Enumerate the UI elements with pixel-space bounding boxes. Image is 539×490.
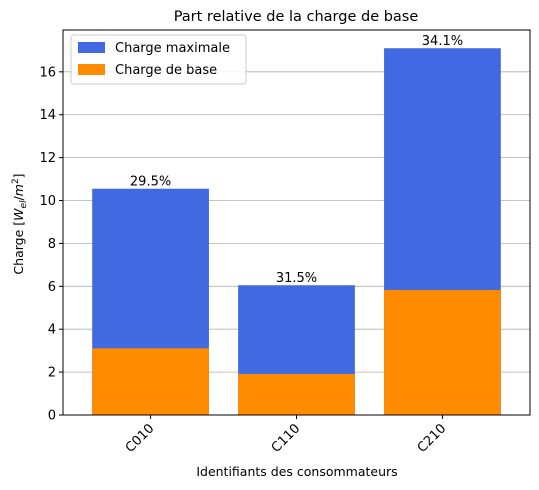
y-tick-label: 10 xyxy=(39,194,56,209)
x-tick-label-C210: C210 xyxy=(415,421,450,456)
y-axis-ticks: 0 2 4 6 8 10 12 14 16 xyxy=(39,65,63,424)
x-axis-ticks: C010 C110 C210 xyxy=(123,415,449,456)
bar-base-C110 xyxy=(238,374,355,415)
y-axis-label-sup: 2 xyxy=(11,178,21,184)
y-axis-label-end: ] xyxy=(11,173,26,178)
legend-swatch-max xyxy=(78,42,105,53)
legend: Charge maximale Charge de base xyxy=(70,34,247,85)
y-tick-label: 8 xyxy=(48,237,56,252)
y-tick-label: 12 xyxy=(39,151,56,166)
bar-label-C210: 34.1% xyxy=(422,34,463,49)
bar-labels: 29.5% 31.5% 34.1% xyxy=(130,34,463,286)
y-tick-label: 6 xyxy=(48,280,56,295)
y-axis-label: Charge [Wel/m2] xyxy=(11,173,29,274)
y-tick-label: 16 xyxy=(39,65,56,80)
x-axis-label: Identifiants des consommateurs xyxy=(196,464,397,479)
chart-title: Part relative de la charge de base xyxy=(174,9,419,25)
y-axis-label-main: Charge [ xyxy=(11,221,26,275)
bar-label-C110: 31.5% xyxy=(276,271,317,286)
y-axis-label-sub: el xyxy=(19,200,29,209)
y-tick-label: 0 xyxy=(48,409,56,424)
legend-box xyxy=(70,34,247,85)
y-axis-label-slash: / xyxy=(11,195,26,200)
legend-swatch-base xyxy=(78,64,105,75)
x-tick-label-C110: C110 xyxy=(269,421,304,456)
bar-base-C010 xyxy=(92,348,209,415)
y-tick-label: 4 xyxy=(48,323,56,338)
bar-base-C210 xyxy=(384,289,501,415)
legend-label-max: Charge maximale xyxy=(115,41,230,56)
y-tick-label: 14 xyxy=(39,108,56,123)
x-tick-label-C010: C010 xyxy=(123,421,158,456)
bars xyxy=(92,48,501,415)
y-axis-label-w: W xyxy=(11,208,26,221)
legend-label-base: Charge de base xyxy=(115,63,217,78)
y-axis-label-m: m xyxy=(11,184,26,196)
y-tick-label: 2 xyxy=(48,366,56,381)
bar-label-C010: 29.5% xyxy=(130,175,171,190)
